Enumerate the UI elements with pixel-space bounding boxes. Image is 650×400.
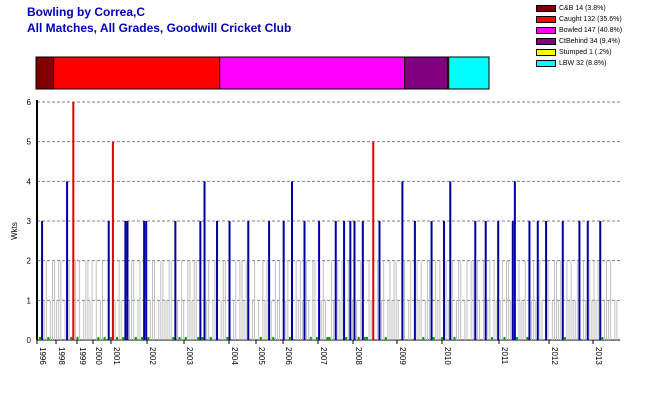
breakdown-segment (35, 56, 55, 90)
legend-entry: Stumped 1 (.2%) (536, 47, 646, 58)
x-tick-label: 1998 (57, 347, 66, 365)
zero-wicket-mark (116, 337, 119, 340)
zero-wicket-mark (209, 337, 212, 340)
legend-entry: CtBehind 34 (9.4%) (536, 36, 646, 47)
x-tick-label: 2009 (398, 347, 407, 365)
legend-swatch (536, 49, 556, 56)
zero-wicket-mark (201, 337, 204, 340)
legend-entry: C&B 14 (3.8%) (536, 3, 646, 14)
zero-wicket-mark (178, 337, 181, 340)
zero-wicket-mark (147, 337, 150, 340)
zero-wicket-mark (259, 337, 262, 340)
legend-swatch (536, 27, 556, 34)
legend-swatch (536, 38, 556, 45)
legend-label: Bowled 147 (40.8%) (559, 27, 623, 34)
zero-wicket-mark (47, 337, 50, 340)
zero-wicket-mark (432, 337, 435, 340)
zero-wicket-mark (226, 337, 229, 340)
x-tick-label: 2003 (185, 347, 194, 365)
x-tick-label: 2002 (148, 347, 157, 365)
zero-wicket-mark (97, 337, 100, 340)
x-tick-label: 1999 (78, 347, 87, 365)
x-tick-label: 2006 (284, 347, 293, 365)
zero-wicket-mark (39, 337, 41, 340)
legend-swatch (536, 60, 556, 67)
x-tick-label: 2004 (230, 347, 239, 365)
zero-wicket-mark (345, 337, 348, 340)
legend-swatch (536, 5, 556, 12)
zero-wicket-mark (490, 337, 493, 340)
zero-wicket-mark (134, 337, 137, 340)
breakdown-segment (404, 56, 448, 90)
breakdown-segment (448, 56, 490, 90)
zero-wicket-mark (172, 337, 175, 340)
zero-wicket-mark (503, 337, 506, 340)
legend-swatch (536, 16, 556, 23)
zero-wicket-mark (328, 337, 331, 340)
zero-wicket-mark (384, 337, 387, 340)
zero-wicket-mark (309, 337, 312, 340)
chart-title: Bowling by Correa,C (27, 5, 146, 19)
x-tick-label: 2007 (319, 347, 328, 365)
zero-wicket-mark (288, 337, 291, 340)
x-tick-label: 2008 (354, 347, 363, 365)
legend-label: LBW 32 (8.8%) (559, 60, 607, 67)
zero-wicket-mark (365, 337, 368, 340)
y-tick-label: 5 (27, 138, 32, 147)
x-tick-label: 1996 (38, 347, 47, 365)
x-tick-label: 2010 (443, 347, 452, 365)
zero-wicket-mark (453, 337, 456, 340)
legend: C&B 14 (3.8%) Caught 132 (35.6%) Bowled 14… (536, 3, 646, 69)
y-tick-label: 6 (27, 98, 32, 107)
y-tick-label: 3 (27, 217, 32, 226)
zero-wicket-mark (363, 337, 366, 340)
zero-wicket-mark (103, 337, 106, 340)
chart-subtitle: All Matches, All Grades, Goodwill Cricke… (27, 21, 292, 35)
zero-wicket-mark (422, 337, 425, 340)
zero-wicket-mark (357, 337, 360, 340)
zero-wicket-mark (326, 337, 329, 340)
breakdown-segment (219, 56, 406, 90)
y-tick-label: 4 (27, 177, 32, 186)
zero-wicket-mark (184, 337, 187, 340)
zero-wicket-mark (272, 337, 275, 340)
legend-entry: Caught 132 (35.6%) (536, 14, 646, 25)
zero-wicket-mark (122, 337, 125, 340)
y-tick-label: 0 (27, 336, 32, 345)
zero-wicket-mark (563, 337, 566, 340)
legend-label: CtBehind 34 (9.4%) (559, 38, 621, 45)
legend-label: Caught 132 (35.6%) (559, 16, 622, 23)
y-tick-label: 1 (27, 296, 32, 305)
x-tick-label: 2000 (94, 347, 103, 365)
zero-wicket-mark (515, 337, 518, 340)
legend-entry: Bowled 147 (40.8%) (536, 25, 646, 36)
x-tick-label: 2011 (500, 347, 509, 365)
zero-wicket-mark (601, 337, 604, 340)
legend-label: Stumped 1 (.2%) (559, 49, 612, 56)
x-tick-label: 2005 (257, 347, 266, 365)
zero-wicket-mark (526, 337, 529, 340)
zero-wicket-mark (70, 337, 73, 340)
zero-wicket-mark (76, 337, 79, 340)
zero-wicket-mark (440, 337, 443, 340)
legend-label: C&B 14 (3.8%) (559, 5, 606, 12)
x-tick-label: 2013 (594, 347, 603, 365)
x-tick-label: 2012 (550, 347, 559, 365)
y-tick-label: 2 (27, 257, 32, 266)
zero-wicket-mark (316, 337, 319, 340)
y-axis-label: Wkts (10, 222, 19, 240)
zero-wicket-mark (109, 337, 112, 340)
x-tick-label: 2001 (112, 347, 121, 365)
zero-wicket-mark (141, 337, 144, 340)
legend-entry: LBW 32 (8.8%) (536, 58, 646, 69)
breakdown-segment (53, 56, 221, 90)
zero-wicket-mark (197, 337, 200, 340)
